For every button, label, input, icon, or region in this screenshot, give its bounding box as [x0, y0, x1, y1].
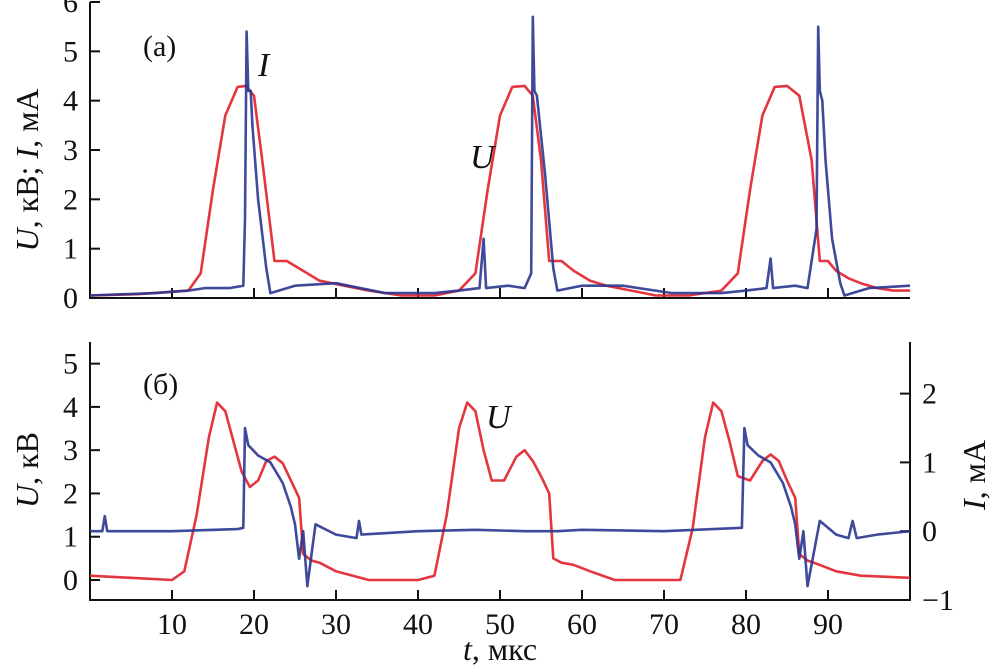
panel-b-ticks: 10 20 30 40 50 60 70 80 90 0 1 2 3 4 5 −1 0 1 2 — [63, 348, 954, 641]
panel-b-ytick-label: 5 — [63, 348, 78, 381]
panel-b-ytick-label: 4 — [63, 391, 78, 424]
panel-a-series-u — [89, 84, 910, 297]
x-tick-label: 50 — [485, 608, 515, 641]
panel-a-ytick-label: 4 — [63, 85, 78, 118]
panel-b-ylabel-right-i: I — [956, 498, 992, 511]
panel-b-ytick-right-label: 0 — [922, 515, 937, 548]
panel-b-ytick-label: 3 — [63, 434, 78, 467]
panel-a-tag: (a) — [143, 30, 176, 63]
panel-b-ytick-label: 0 — [63, 564, 78, 597]
panel-a-ytick-label: 0 — [63, 282, 78, 315]
panel-a-label-i: I — [257, 47, 271, 84]
panel-a-ylabel: U, кВ; I, мА — [9, 89, 45, 252]
x-tick-label: 10 — [157, 608, 187, 641]
panel-b-ytick-label: 2 — [63, 477, 78, 510]
x-tick-label: 20 — [239, 608, 269, 641]
panel-b-axes — [89, 342, 911, 601]
x-tick-label: 90 — [813, 608, 843, 641]
panel-b-series-u — [89, 401, 911, 582]
panel-a-ylabel-i: I — [9, 147, 45, 160]
panel-b-ytick-right-label: −1 — [922, 584, 954, 617]
panel-b-ylabel: U, кВ — [9, 432, 45, 508]
panel-a-label-u: U — [470, 139, 497, 176]
x-tick-label: 70 — [649, 608, 679, 641]
panel-a-ylabel-unit2: , мА — [9, 89, 45, 148]
panel-a-series — [89, 15, 911, 297]
panel-a-ytick-label: 5 — [63, 35, 78, 68]
x-tick-label: 60 — [567, 608, 597, 641]
panel-b-ylabel-u: U — [9, 483, 45, 508]
panel-a-ytick-label: 1 — [63, 233, 78, 266]
panel-a-axes — [89, 2, 910, 299]
panel-b-ytick-right-label: 1 — [922, 446, 937, 479]
x-tick-label: 30 — [321, 608, 351, 641]
panel-b-series-i — [90, 426, 911, 588]
x-axis-label-t: t — [463, 631, 473, 667]
panel-a-ytick-label: 3 — [63, 134, 78, 167]
panel-a-ylabel-unit1: , кВ; — [9, 159, 45, 229]
panel-b-tag: (б) — [143, 368, 178, 401]
panel-a-series-i — [89, 15, 911, 297]
panel-b-ytick-right-label: 2 — [922, 378, 937, 411]
panel-b-ylabel-unit: , кВ — [9, 432, 45, 485]
panel-b-series — [89, 401, 911, 588]
panel-b-ylabel-right: I, мА — [956, 440, 992, 511]
panel-b-ytick-label: 1 — [63, 521, 78, 554]
panel-a-ticks: 0 1 2 3 4 5 6 — [63, 0, 829, 315]
panel-a-ylabel-u: U — [9, 226, 45, 251]
panel-a-ytick-label: 2 — [63, 183, 78, 216]
x-axis-label: t, мкс — [463, 631, 537, 667]
panel-a-ytick-label: 6 — [63, 0, 78, 19]
x-axis-label-unit: , мкс — [472, 631, 537, 667]
panel-b-ylabel-right-unit: , мА — [956, 440, 992, 499]
x-tick-label: 40 — [403, 608, 433, 641]
panel-b-label-u: U — [486, 399, 513, 436]
x-tick-label: 80 — [731, 608, 761, 641]
